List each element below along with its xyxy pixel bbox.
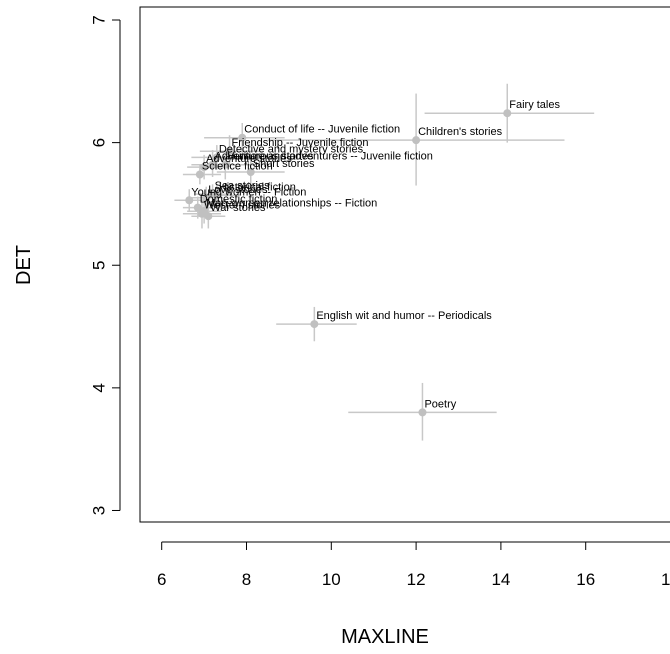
x-tick-label: 12 (407, 570, 426, 589)
y-tick-label: 5 (89, 261, 108, 270)
x-tick-label: 18 (661, 570, 670, 589)
x-tick-label: 16 (576, 570, 595, 589)
y-axis-title: DET (13, 245, 35, 285)
x-tick-label: 6 (157, 570, 166, 589)
y-tick-label: 4 (89, 383, 108, 392)
plot-frame (140, 7, 670, 522)
y-tick-label: 3 (89, 506, 108, 515)
axes: 6 8 10 12 14 16 18 3 4 5 6 7 (89, 7, 670, 589)
x-axis-title: MAXLINE (341, 626, 429, 648)
y-tick-label: 6 (89, 138, 108, 147)
point-label: Conduct of life -- Juvenile fiction (244, 124, 400, 136)
point-labels: Fairy tales Children's stories Conduct of … (191, 99, 560, 410)
x-tick-label: 14 (491, 570, 510, 589)
x-tick-label: 10 (322, 570, 341, 589)
x-tick-label: 8 (242, 570, 251, 589)
point-label: English wit and humor -- Periodicals (316, 310, 492, 322)
point-label: War stories (210, 202, 266, 214)
y-tick-label: 7 (89, 15, 108, 24)
point-label: Children's stories (418, 126, 503, 138)
point-label: Short stories (253, 158, 315, 170)
point-label: Poetry (424, 398, 456, 410)
point-label: Fairy tales (509, 99, 560, 111)
